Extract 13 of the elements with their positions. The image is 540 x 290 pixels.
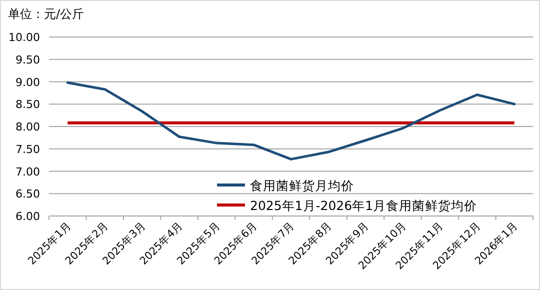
y-tick-label: 7.00 — [16, 165, 40, 178]
legend-label: 食用菌鲜货月均价 — [250, 178, 354, 193]
y-axis-title: 单位：元/公斤 — [8, 7, 84, 21]
y-tick-label: 6.00 — [16, 210, 40, 223]
y-tick-label: 8.00 — [16, 120, 40, 134]
y-tick-label: 9.00 — [16, 76, 40, 89]
y-tick-label: 7.50 — [16, 142, 40, 156]
legend-label: 2025年1月-2026年1月食用菌鲜货均价 — [250, 198, 478, 213]
y-tick-label: 9.50 — [16, 53, 40, 66]
y-tick-label: 8.50 — [16, 98, 40, 112]
y-tick-label: 6.50 — [16, 188, 40, 201]
line-series — [66, 81, 516, 160]
y-tick-label: 10.00 — [8, 31, 40, 44]
